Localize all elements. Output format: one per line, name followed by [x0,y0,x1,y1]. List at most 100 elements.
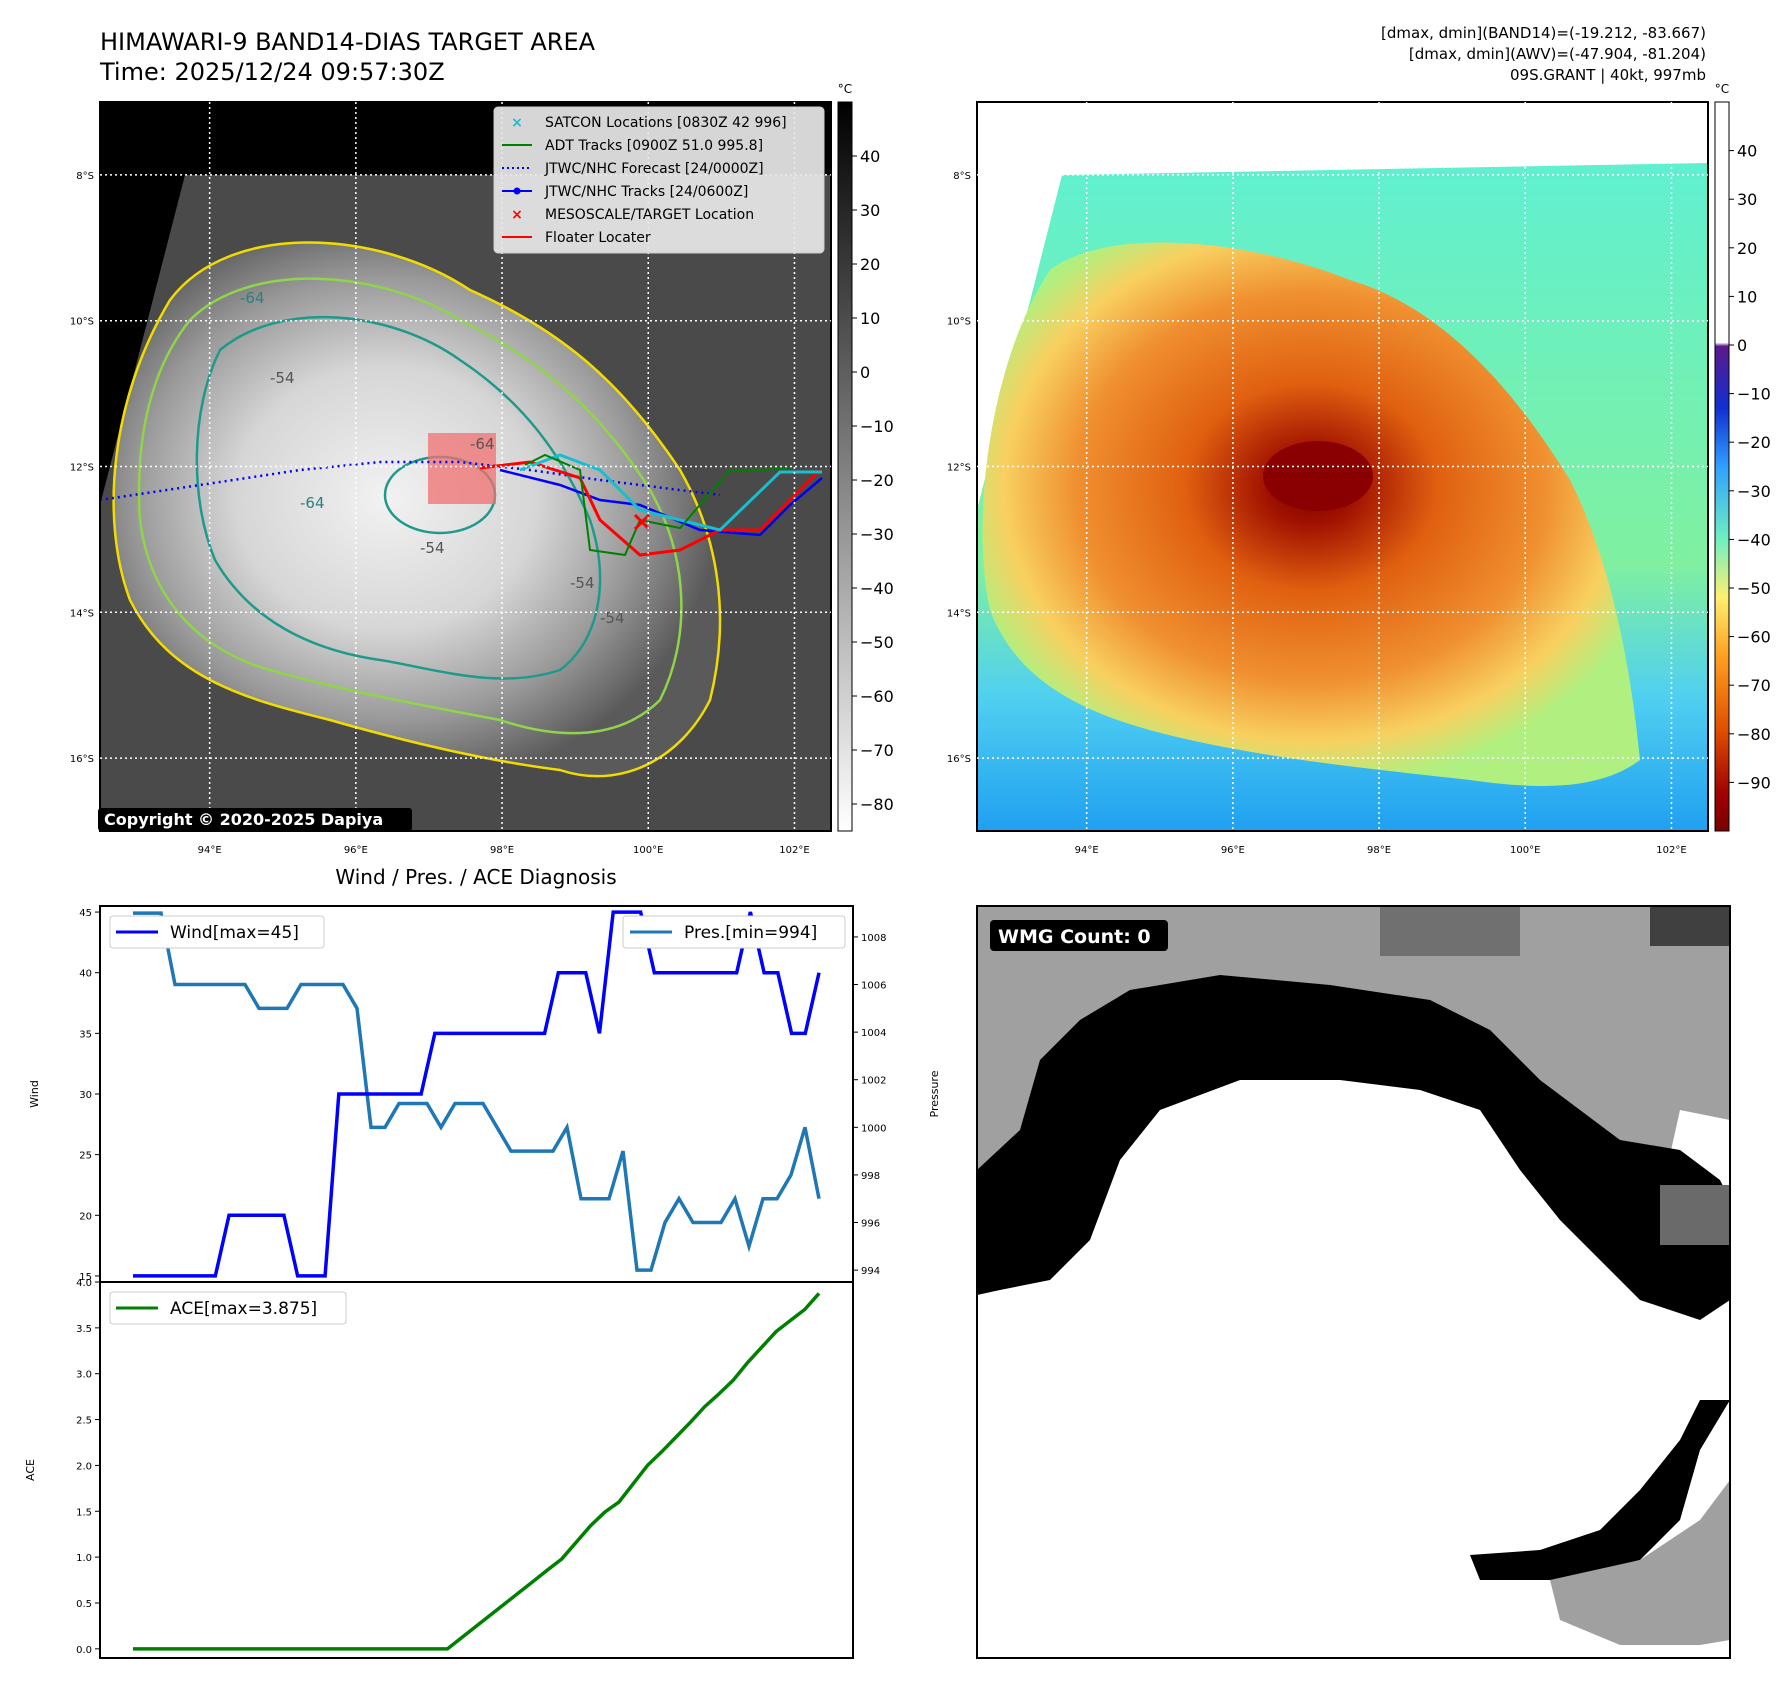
lon-label: 100°E [1510,845,1540,856]
lon-label: 94°E [1075,845,1099,856]
contour-label: -64 [240,289,265,307]
pres-legend-box [622,915,846,949]
pres-tick-label: 1008 [861,933,886,944]
colorbar-tick-label: −10 [1737,385,1771,404]
colorbar-tick-label: −80 [860,795,894,814]
wind-tick-label: 40 [79,969,92,980]
ir-legend-item: ADT Tracks [0900Z 51.0 995.8] [502,138,763,154]
contour-label: -54 [420,539,445,557]
ace-tick-label: 4.0 [76,1278,92,1289]
contour-label: -54 [570,574,595,592]
lon-label: 102°E [779,845,809,856]
awv-storm-mass [982,242,1640,786]
lon-label: 94°E [198,845,222,856]
pres-tick-label: 1002 [861,1076,886,1087]
ir-legend-item: JTWC/NHC Tracks [24/0600Z] [502,184,748,200]
figure-time: Time: 2025/12/24 09:57:30Z [99,58,445,86]
wmg-black-ring-top [977,975,1730,1320]
colorbar-tick-label: −10 [860,417,894,436]
ace-plot: 0.0 0.5 1.0 1.5 2.0 2.5 3.0 3.5 4.0 [76,1278,821,1656]
lat-label: 10°S [70,317,94,328]
info-awv: [dmax, dmin](AWV)=(-47.904, -81.204) [1409,45,1706,63]
floater-track [479,460,822,557]
colorbar-tick-label: −60 [1737,628,1771,647]
colorbar-tick-label: −80 [1737,725,1771,744]
colorbar-tick-label: −50 [860,633,894,652]
wind-tick-label: 20 [79,1211,92,1222]
ace-tick-label: 1.0 [76,1553,92,1564]
ir-legend-item: × MESOSCALE/TARGET Location [511,207,754,223]
wind-tick-label: 35 [79,1029,92,1040]
pres-tick-label: 994 [861,1266,880,1277]
ir-legend-label: SATCON Locations [0830Z 42 996] [545,115,787,131]
colorbar-tick-label: 20 [1737,239,1757,258]
colorbar-tick-label: 20 [860,255,880,274]
ace-ylabel: ACE [24,1459,37,1481]
lat-label: 10°S [947,317,971,328]
awv-colorbar [1714,101,1730,832]
ir-axis-labels: 94°E 96°E 98°E 100°E 102°E 8°S 10°S 12°S 14°S 16°… [70,171,810,856]
ir-legend-label: MESOSCALE/TARGET Location [545,207,754,223]
ace-tick-label: 3.0 [76,1370,92,1381]
awv-colorbar-unit: °C [1715,82,1729,96]
ace-tick-label: 3.5 [76,1324,92,1335]
ir-legend-label: JTWC/NHC Tracks [24/0600Z] [544,184,748,200]
wind-series-line [133,910,821,1278]
awv-axis-labels: 94°E 96°E 98°E 100°E 102°E 8°S 10°S 12°S 14°S 16°… [947,171,1687,856]
figure-title: HIMAWARI-9 BAND14-DIAS TARGET AREA [100,28,596,56]
pres-tick-label: 1000 [861,1123,886,1134]
ace-legend-box [109,1291,347,1325]
lon-label: 96°E [344,845,368,856]
colorbar-tick-label: 30 [860,201,880,220]
wind-ylabel: Wind [28,1080,41,1108]
lat-label: 16°S [947,754,971,765]
colorbar-tick-label: −50 [1737,579,1771,598]
adt-track [524,453,791,557]
ace-series-line [133,1292,821,1651]
ir-legend-label: Floater Locater [545,230,651,246]
wmg-count-label: WMG Count: 0 [998,926,1151,948]
colorbar-tick-label: −70 [1737,676,1771,695]
colorbar-tick-label: 40 [860,147,880,166]
ir-legend-item: × SATCON Locations [0830Z 42 996] [511,115,786,131]
lon-label: 96°E [1221,845,1245,856]
ir-legend-label: JTWC/NHC Forecast [24/0000Z] [544,161,764,177]
pres-legend: Pres.[min=994] [684,923,817,943]
lat-label: 12°S [70,463,94,474]
wind-plot: 15 20 25 30 35 40 45 994 996 998 1000 1002 1004 1006 1… [79,908,886,1283]
colorbar-tick-label: −30 [860,525,894,544]
contour-label: -54 [600,609,625,627]
satcon-track [519,453,822,532]
diagnosis-title: Wind / Pres. / ACE Diagnosis [335,865,616,889]
colorbar-tick-label: −60 [860,687,894,706]
colorbar-tick-label: −40 [1737,530,1771,549]
awv-cold-core [1263,441,1373,511]
wmg-gray-region-bottom [1550,1480,1730,1645]
contour-label: -64 [470,435,495,453]
copyright-box [98,808,412,831]
lon-label: 100°E [633,845,663,856]
wind-tick-label: 45 [79,908,92,919]
ace-tick-label: 2.5 [76,1416,92,1427]
lat-label: 12°S [947,463,971,474]
awv-colorbar-ticks: 40 30 20 10 0 −10 −20 −30 −40 −50 −60 −70 −80 −90 [1729,142,1771,792]
wmg-dark-block [1380,906,1520,956]
ace-panel: 0.0 0.5 1.0 1.5 2.0 2.5 3.0 3.5 4.0 ACE ACE[max=… [24,1278,854,1659]
colorbar-tick-label: 0 [860,363,870,382]
info-band14: [dmax, dmin](BAND14)=(-19.212, -83.667) [1381,24,1706,42]
wmg-count-box [990,920,1168,951]
lat-label: 14°S [947,608,971,619]
wmg-dark-block [1660,1185,1730,1245]
ace-tick-label: 0.0 [76,1645,92,1656]
wind-tick-label: 30 [79,1090,92,1101]
wind-legend-box [109,915,325,949]
ir-colorbar-unit: °C [838,82,852,96]
copyright-text: Copyright © 2020-2025 Dapiya [104,810,383,829]
lat-label: 8°S [76,171,94,182]
ir-legend-label: ADT Tracks [0900Z 51.0 995.8] [545,138,763,154]
colorbar-tick-label: 30 [1737,190,1757,209]
pres-tick-label: 1004 [861,1028,886,1039]
colorbar-tick-label: 40 [1737,142,1757,161]
info-storm: 09S.GRANT | 40kt, 997mb [1510,66,1706,84]
